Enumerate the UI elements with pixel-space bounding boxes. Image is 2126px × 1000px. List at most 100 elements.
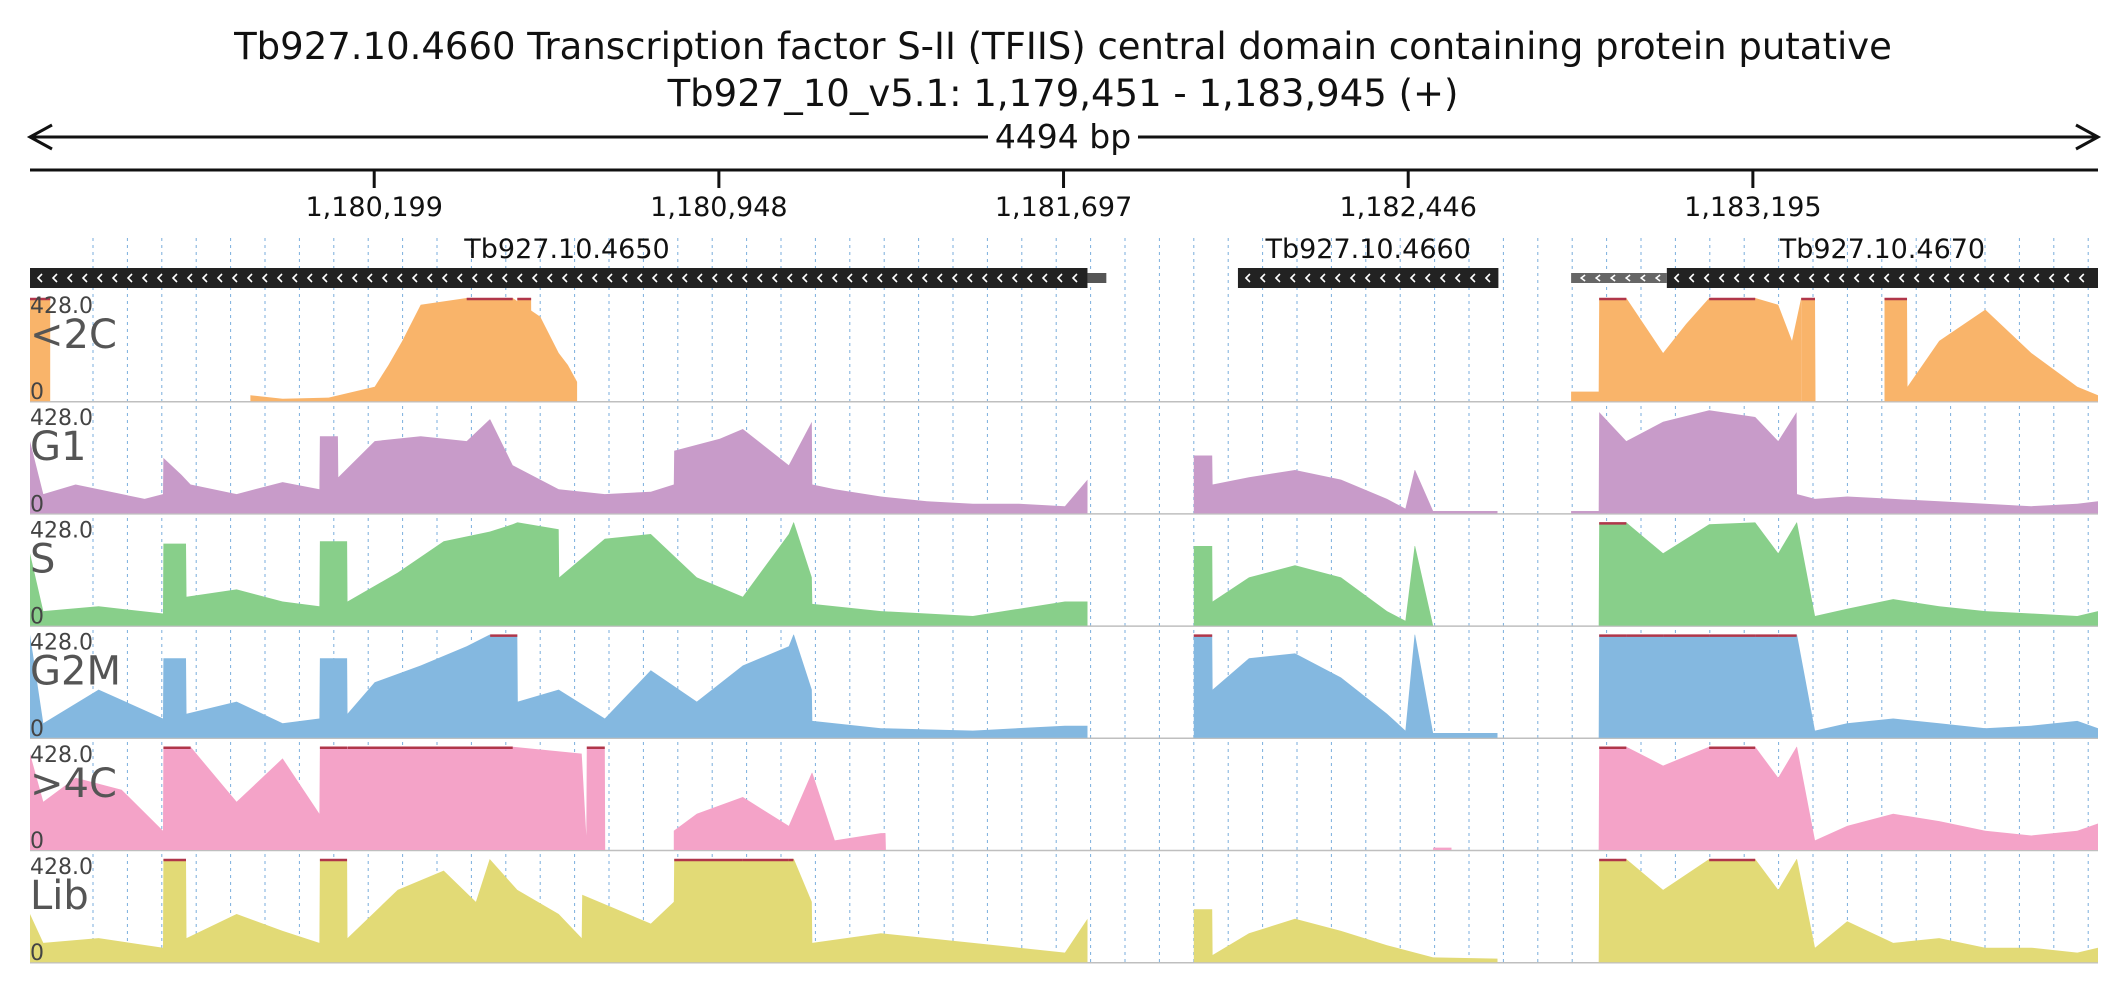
strand-arrow — [546, 273, 553, 283]
strand-arrow — [801, 273, 808, 283]
strand-arrow — [756, 273, 763, 283]
strand-arrow — [1244, 273, 1251, 283]
strand-arrow — [1883, 273, 1890, 283]
strand-arrow — [966, 273, 973, 283]
track-5: 428.0 0 >4C — [30, 743, 2098, 854]
strand-arrow — [1274, 273, 1281, 283]
strand-arrow — [276, 273, 283, 283]
strand-arrow — [591, 273, 598, 283]
strand-arrow — [2003, 273, 2010, 283]
strand-arrow — [846, 273, 853, 283]
track-scale-max: 428.0 — [30, 743, 93, 768]
strand-arrow — [531, 273, 538, 283]
coverage-area — [1193, 634, 1498, 738]
gene-Tb927.10.4650[interactable]: Tb927.10.4650 — [30, 234, 1107, 288]
coverage-area — [1571, 298, 1802, 402]
strand-arrow — [246, 273, 253, 283]
gene-body — [30, 268, 1088, 288]
strand-arrow — [1364, 273, 1371, 283]
track-scale-min: 0 — [30, 605, 44, 630]
strand-arrow — [1973, 273, 1980, 283]
strand-arrow — [861, 273, 868, 283]
span-arrow-right-head — [2075, 123, 2102, 151]
strand-arrow — [576, 273, 583, 283]
track-scale-min: 0 — [30, 492, 44, 517]
strand-arrow — [1439, 273, 1446, 283]
coverage-area — [30, 746, 606, 850]
strand-arrow — [1056, 273, 1063, 283]
gene-label: Tb927.10.4670 — [1779, 234, 1985, 265]
strand-arrow — [2018, 273, 2025, 283]
strand-arrow — [906, 273, 913, 283]
ruler-tick-label: 1,180,199 — [305, 192, 442, 223]
strand-arrow — [1868, 273, 1875, 283]
strand-arrow — [471, 273, 478, 283]
strand-arrow — [1424, 273, 1431, 283]
strand-arrow — [1958, 273, 1965, 283]
strand-arrow — [1454, 273, 1461, 283]
strand-arrow — [1793, 273, 1800, 283]
strand-arrow — [1334, 273, 1341, 283]
track-scale-max: 428.0 — [30, 518, 93, 543]
gene-Tb927.10.4660[interactable]: Tb927.10.4660 — [1237, 234, 1499, 288]
strand-arrow — [1823, 273, 1830, 283]
strand-arrow — [456, 273, 463, 283]
gene-track: Tb927.10.4650 Tb927.10.4660 Tb927.10.4670 — [30, 234, 2098, 288]
ruler-tick-label: 1,181,697 — [995, 192, 1132, 223]
strand-arrow — [1011, 273, 1018, 283]
strand-arrow — [1808, 273, 1815, 283]
coverage-area — [673, 772, 904, 850]
coverage-area — [30, 419, 1088, 514]
track-6: 428.0 0 Lib — [30, 855, 2098, 966]
strand-arrow — [1469, 273, 1476, 283]
strand-arrow — [1639, 274, 1646, 282]
strand-arrow — [1259, 273, 1266, 283]
strand-arrow — [501, 273, 508, 283]
strand-arrow — [1913, 273, 1920, 283]
coverage-area — [1598, 859, 2098, 963]
strand-arrow — [651, 273, 658, 283]
track-name: G1 — [30, 424, 86, 470]
strand-arrow — [2033, 273, 2040, 283]
strand-arrow — [996, 273, 1003, 283]
strand-arrow — [291, 273, 298, 283]
strand-arrow — [1988, 273, 1995, 283]
strand-arrow — [111, 273, 118, 283]
coverage-area — [1193, 546, 1434, 626]
strand-arrow — [921, 273, 928, 283]
strand-arrow — [1673, 273, 1680, 283]
strand-arrow — [426, 273, 433, 283]
figure-title: Tb927.10.4660 Transcription factor S-II … — [233, 25, 1892, 68]
strand-arrow — [1394, 273, 1401, 283]
gene-label: Tb927.10.4650 — [463, 234, 669, 265]
strand-arrow — [1654, 274, 1661, 282]
span-label: 4494 bp — [995, 117, 1131, 156]
strand-arrow — [696, 273, 703, 283]
strand-arrow — [1304, 273, 1311, 283]
strand-arrow — [306, 273, 313, 283]
track-scale-min: 0 — [30, 829, 44, 854]
strand-arrow — [1703, 273, 1710, 283]
ruler-tick-label: 1,183,195 — [1684, 192, 1821, 223]
track-scale-min: 0 — [30, 380, 44, 405]
strand-arrow — [1319, 273, 1326, 283]
coverage-area — [1801, 298, 1885, 402]
track-name: >4C — [30, 761, 117, 807]
strand-arrow — [51, 273, 58, 283]
strand-arrow — [216, 273, 223, 283]
gene-utr — [1087, 273, 1107, 283]
strand-arrow — [981, 273, 988, 283]
strand-arrow — [381, 273, 388, 283]
strand-arrow — [1928, 273, 1935, 283]
strand-arrow — [1594, 274, 1601, 282]
strand-arrow — [516, 273, 523, 283]
coverage-area — [1598, 522, 2098, 626]
strand-arrow — [141, 273, 148, 283]
strand-arrow — [1778, 273, 1785, 283]
strand-arrow — [561, 273, 568, 283]
gene-body — [1666, 268, 2098, 288]
strand-arrow — [2063, 273, 2070, 283]
strand-arrow — [1898, 273, 1905, 283]
gene-Tb927.10.4670[interactable]: Tb927.10.4670 — [1571, 234, 2098, 288]
strand-arrow — [771, 273, 778, 283]
